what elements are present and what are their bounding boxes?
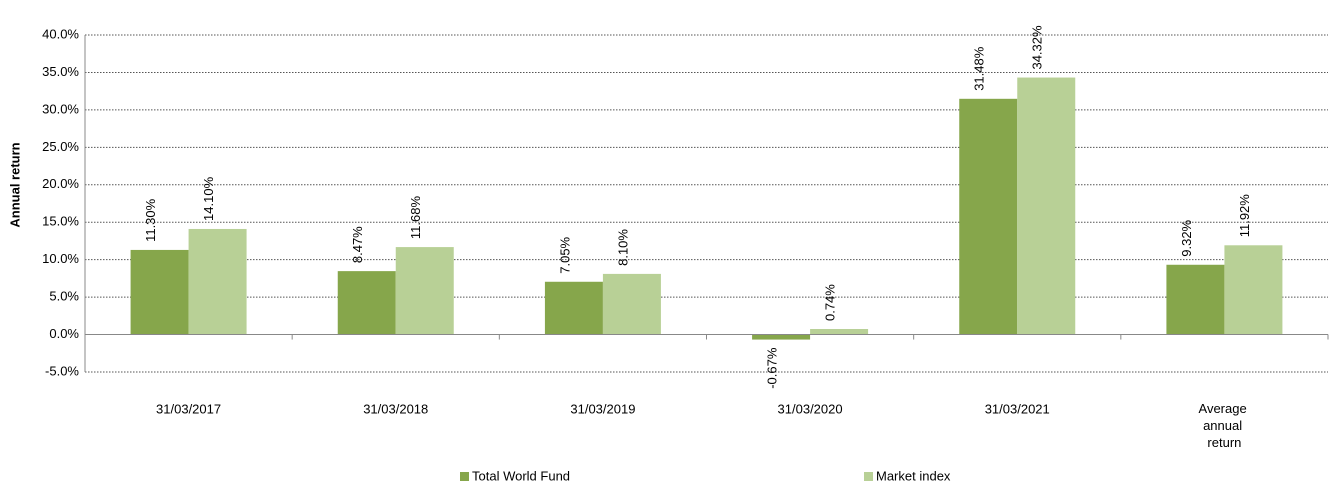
y-tick-label: 30.0%	[42, 101, 79, 116]
x-tick-label: 31/03/2017	[156, 401, 221, 416]
data-label: 11.92%	[1237, 194, 1252, 238]
data-label: 8.10%	[615, 229, 630, 266]
data-label: 31.48%	[972, 46, 987, 91]
data-label: 14.10%	[201, 176, 216, 221]
bar	[544, 281, 603, 335]
x-tick-label: Average annual return	[1199, 401, 1251, 450]
bar	[959, 98, 1018, 335]
x-tick-label: 31/03/2021	[985, 401, 1050, 416]
bar	[602, 273, 661, 335]
data-label: 11.68%	[408, 196, 423, 240]
bar	[1017, 77, 1076, 335]
y-tick-label: 0.0%	[49, 326, 79, 341]
bar	[1224, 245, 1283, 335]
bar	[810, 329, 869, 335]
data-label: -0.67%	[765, 347, 780, 389]
x-tick-label: 31/03/2018	[363, 401, 428, 416]
bar	[130, 249, 189, 335]
data-label: 9.32%	[1179, 219, 1194, 256]
data-label: 7.05%	[557, 236, 572, 273]
y-tick-label: 40.0%	[42, 26, 79, 41]
bar	[1166, 264, 1225, 335]
y-tick-label: -5.0%	[45, 363, 79, 378]
y-axis-label: Annual return	[7, 142, 22, 227]
y-tick-label: 35.0%	[42, 64, 79, 79]
data-label: 34.32%	[1030, 25, 1045, 70]
y-tick-label: 15.0%	[42, 214, 79, 229]
legend-label: Market index	[876, 468, 951, 483]
bar	[395, 247, 454, 335]
bar	[188, 228, 247, 335]
legend-label: Total World Fund	[472, 468, 570, 483]
y-tick-label: 5.0%	[49, 289, 79, 304]
data-label: 0.74%	[823, 284, 838, 321]
data-label: 8.47%	[350, 226, 365, 263]
legend-swatch	[460, 472, 469, 481]
x-tick-label: 31/03/2019	[570, 401, 635, 416]
bar	[752, 334, 811, 340]
bar	[337, 271, 396, 335]
data-label: 11.30%	[143, 198, 158, 242]
y-tick-label: 20.0%	[42, 176, 79, 191]
x-tick-label: 31/03/2020	[778, 401, 843, 416]
legend-swatch	[864, 472, 873, 481]
y-tick-label: 25.0%	[42, 139, 79, 154]
y-tick-label: 10.0%	[42, 251, 79, 266]
